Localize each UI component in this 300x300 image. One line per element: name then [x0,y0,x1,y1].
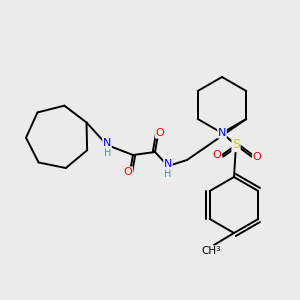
Text: H: H [164,169,172,179]
Text: N: N [103,138,111,148]
Text: S: S [232,139,240,152]
Text: O: O [124,167,132,177]
Text: 3: 3 [216,246,220,252]
Text: N: N [164,159,172,169]
Text: O: O [156,128,164,138]
Text: O: O [253,152,261,162]
Text: H: H [104,148,112,158]
Text: N: N [218,128,226,138]
Text: CH: CH [201,246,217,256]
Text: O: O [213,150,221,160]
